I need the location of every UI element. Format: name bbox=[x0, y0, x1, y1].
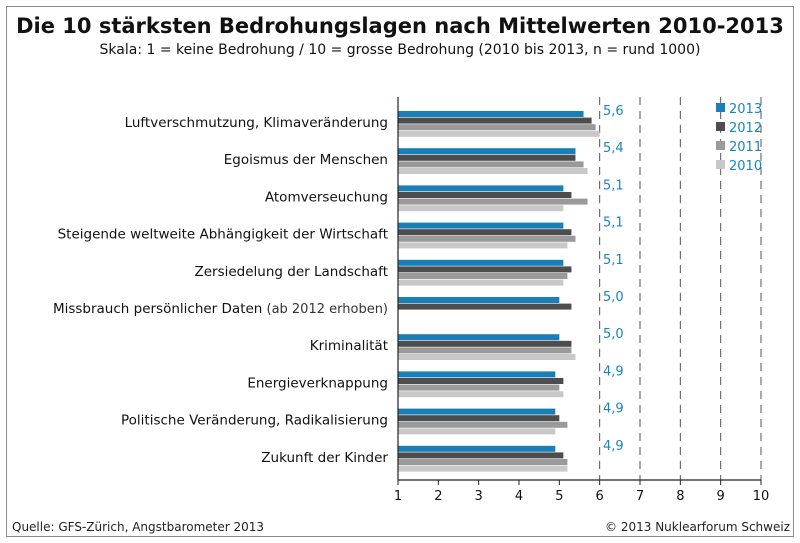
bar-2010 bbox=[398, 465, 568, 472]
bar-2013 bbox=[398, 148, 576, 155]
bar-2013 bbox=[398, 445, 556, 452]
x-tick-label: 6 bbox=[596, 489, 604, 504]
legend-swatch-2012 bbox=[716, 122, 725, 131]
category-label: Luftverschmutzung, Klimaveränderung bbox=[125, 115, 388, 131]
bar-2010 bbox=[398, 205, 564, 212]
value-label: 4,9 bbox=[603, 364, 624, 379]
bar-2012 bbox=[398, 415, 560, 422]
bar-2012 bbox=[398, 378, 564, 384]
bar-2013 bbox=[398, 111, 584, 117]
bar-2010 bbox=[398, 354, 576, 360]
bar-2011 bbox=[398, 347, 572, 354]
value-label: 5,0 bbox=[603, 290, 624, 305]
bar-2010 bbox=[398, 391, 564, 398]
bar-2012 bbox=[398, 117, 592, 124]
bar-2013 bbox=[398, 259, 564, 266]
chart-frame bbox=[6, 6, 794, 537]
source-note: Quelle: GFS-Zürich, Angstbarometer 2013 bbox=[12, 520, 265, 534]
bar-2010 bbox=[398, 242, 568, 249]
value-label: 5,1 bbox=[603, 253, 624, 268]
value-label: 4,9 bbox=[603, 402, 624, 417]
value-label: 5,6 bbox=[603, 104, 624, 119]
bar-2012 bbox=[398, 340, 572, 347]
bar-2010 bbox=[398, 168, 588, 174]
category-label: Politische Veränderung, Radikalisierung bbox=[121, 413, 388, 429]
x-tick-label: 3 bbox=[475, 489, 483, 504]
x-tick-label: 4 bbox=[515, 489, 523, 504]
value-label: 5,0 bbox=[603, 327, 624, 342]
category-label: Zersiedelung der Landschaft bbox=[194, 264, 388, 280]
copyright-note: © 2013 Nuklearforum Schweiz bbox=[605, 520, 790, 534]
value-label: 5,1 bbox=[603, 178, 624, 193]
x-tick-label: 5 bbox=[555, 489, 563, 504]
chart-title: Die 10 stärksten Bedrohungslagen nach Mi… bbox=[16, 14, 784, 38]
bar-2010 bbox=[398, 279, 564, 286]
category-label: Energieverknappung bbox=[247, 375, 388, 391]
legend-swatch-2013 bbox=[716, 103, 725, 112]
x-tick-label: 8 bbox=[676, 489, 684, 504]
category-label: Kriminalität bbox=[310, 338, 388, 354]
x-tick-label: 1 bbox=[394, 489, 402, 504]
legend-label-2011: 2011 bbox=[729, 140, 762, 155]
bar-2012 bbox=[398, 192, 572, 198]
bar-2013 bbox=[398, 334, 560, 341]
bar-2011 bbox=[398, 421, 568, 428]
bar-2012 bbox=[398, 452, 564, 459]
bar-2013 bbox=[398, 185, 564, 192]
category-label: Missbrauch persönlicher Daten (ab 2012 e… bbox=[53, 301, 388, 317]
x-tick-label: 7 bbox=[636, 489, 644, 504]
legend-swatch-2010 bbox=[716, 160, 725, 169]
bar-2013 bbox=[398, 371, 556, 378]
category-label: Steigende weltweite Abhängigkeit der Wir… bbox=[58, 227, 388, 243]
bar-2011 bbox=[398, 459, 568, 465]
value-label: 4,9 bbox=[603, 439, 624, 454]
x-tick-label: 9 bbox=[717, 489, 725, 504]
bar-2011 bbox=[398, 235, 576, 242]
x-tick-label: 2 bbox=[434, 489, 442, 504]
value-label: 5,4 bbox=[603, 141, 624, 156]
bar-2012 bbox=[398, 154, 576, 161]
x-tick-label: 10 bbox=[753, 489, 770, 504]
category-label: Atomverseuchung bbox=[265, 189, 388, 205]
bar-2013 bbox=[398, 222, 564, 229]
bar-2011 bbox=[398, 273, 568, 279]
bar-2013 bbox=[398, 297, 560, 303]
chart-subtitle: Skala: 1 = keine Bedrohung / 10 = grosse… bbox=[99, 42, 701, 58]
bar-2012 bbox=[398, 229, 572, 236]
bar-2011 bbox=[398, 384, 560, 391]
bar-2013 bbox=[398, 408, 556, 415]
bar-2011 bbox=[398, 161, 584, 168]
legend-label-2010: 2010 bbox=[729, 159, 762, 174]
legend-label-2013: 2013 bbox=[729, 102, 762, 117]
bar-2011 bbox=[398, 198, 588, 205]
bar-2012 bbox=[398, 266, 572, 273]
legend-swatch-2011 bbox=[716, 141, 725, 150]
bar-2012 bbox=[398, 303, 572, 310]
bar-2011 bbox=[398, 124, 596, 131]
bar-2010 bbox=[398, 428, 556, 435]
category-label: Zukunft der Kinder bbox=[261, 450, 388, 466]
legend-label-2012: 2012 bbox=[729, 121, 762, 136]
value-label: 5,1 bbox=[603, 216, 624, 231]
bar-2010 bbox=[398, 130, 600, 137]
category-label: Egoismus der Menschen bbox=[224, 152, 388, 168]
